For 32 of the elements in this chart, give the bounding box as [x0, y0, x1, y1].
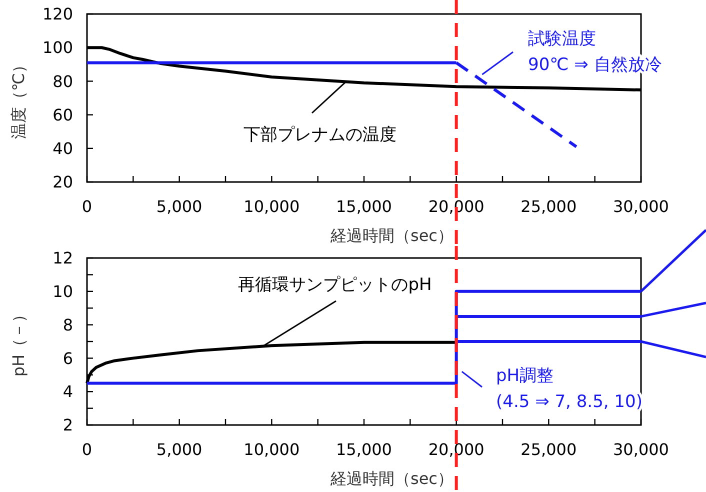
- x-tick-label: 5,000: [156, 440, 202, 459]
- x-tick-label: 30,000: [613, 197, 669, 216]
- x-tick-label: 20,000: [428, 440, 484, 459]
- x-tick-label: 15,000: [336, 197, 392, 216]
- x-tick-label: 25,000: [520, 440, 577, 459]
- x-tick-label: 20,000: [428, 197, 484, 216]
- y-tick-label: 40: [52, 139, 73, 158]
- x-tick-label: 25,000: [520, 197, 577, 216]
- y-tick-label: 10: [52, 282, 73, 301]
- y-axis-title: 温度（℃）: [9, 57, 28, 139]
- y-tick-label: 8: [62, 315, 73, 334]
- x-tick-label: 10,000: [244, 440, 300, 459]
- y-tick-label: 120: [42, 4, 73, 24]
- y-axis-title: pH（－）: [9, 306, 28, 377]
- y-tick-label: 60: [52, 105, 73, 124]
- x-tick-label: 5,000: [156, 197, 202, 216]
- x-tick-label: 0: [82, 440, 92, 459]
- x-tick-label: 0: [82, 197, 92, 216]
- y-tick-label: 4: [62, 382, 73, 402]
- x-tick-label: 15,000: [336, 440, 392, 459]
- x-tick-label: 30,000: [613, 440, 669, 459]
- y-tick-label: 100: [42, 38, 73, 58]
- x-axis-title: 経過時間（sec）: [330, 469, 454, 488]
- y-tick-label: 20: [52, 172, 73, 192]
- y-tick-label: 12: [52, 248, 73, 268]
- y-tick-label: 80: [52, 72, 73, 91]
- annotation: 再循環サンプピットのpH: [238, 275, 432, 295]
- y-tick-label: 6: [62, 348, 73, 368]
- x-axis-title: 経過時間（sec）: [330, 226, 454, 245]
- y-tick-label: 2: [62, 416, 73, 435]
- x-tick-label: 10,000: [244, 197, 300, 216]
- annotation: 下部プレナムの温度: [244, 125, 396, 145]
